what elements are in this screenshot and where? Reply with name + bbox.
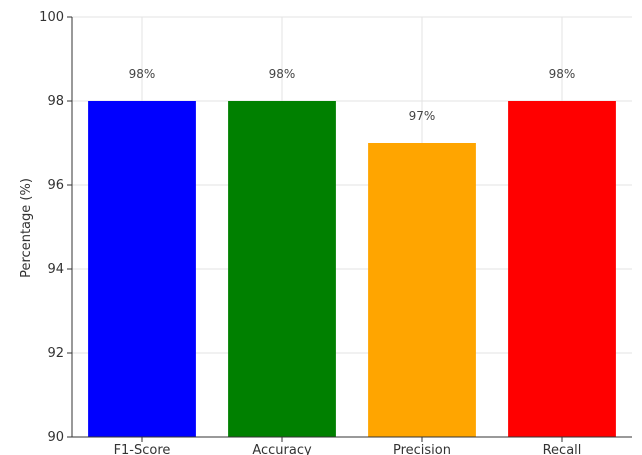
- data-labels: 98% 98% 97% 98%: [129, 67, 576, 123]
- y-tick-label: 90: [47, 430, 64, 445]
- x-tick-label: Accuracy: [252, 443, 312, 455]
- bar-value-label: 98%: [129, 67, 156, 81]
- bar-recall: [508, 101, 616, 437]
- bar-value-label: 97%: [409, 109, 436, 123]
- y-tick-label: 96: [47, 178, 64, 193]
- y-tick-label: 100: [39, 10, 64, 25]
- y-tick-label: 92: [47, 346, 64, 361]
- axes: [71, 17, 632, 438]
- y-tick-label: 94: [47, 262, 64, 277]
- x-ticks: F1-Score Accuracy Precision Recall: [114, 437, 582, 455]
- bar-value-label: 98%: [549, 67, 576, 81]
- x-tick-label: Precision: [393, 443, 451, 455]
- x-tick-label: Recall: [543, 443, 582, 455]
- bar-f1-score: [88, 101, 196, 437]
- x-tick-label: F1-Score: [114, 443, 171, 455]
- bars: [88, 101, 616, 437]
- bar-value-label: 98%: [269, 67, 296, 81]
- y-axis-label: Percentage (%): [19, 178, 34, 278]
- bar-accuracy: [228, 101, 336, 437]
- y-tick-label: 98: [47, 94, 64, 109]
- bar-precision: [368, 143, 476, 437]
- y-ticks: 90 92 94 96 98 100: [39, 10, 72, 445]
